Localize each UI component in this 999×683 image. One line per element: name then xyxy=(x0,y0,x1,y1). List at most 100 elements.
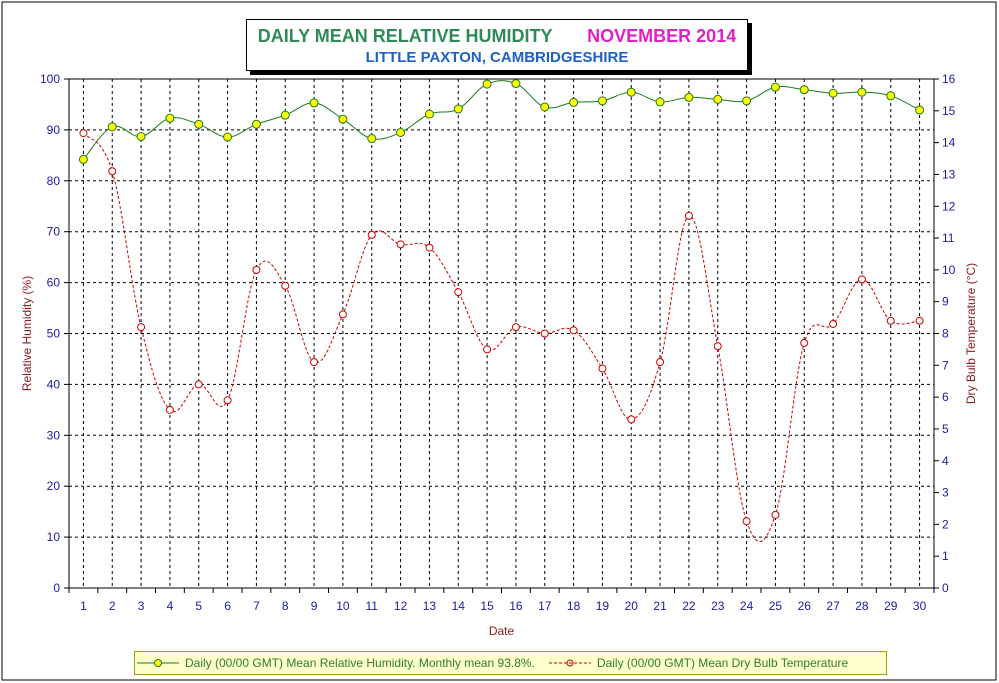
point-humidity xyxy=(684,92,694,102)
point-temperature xyxy=(742,517,751,526)
point-temperature xyxy=(886,316,895,325)
point-humidity xyxy=(770,82,780,92)
chart-title: DAILY MEAN RELATIVE HUMIDITY xyxy=(257,26,553,46)
chart-title-month: NOVEMBER 2014 xyxy=(587,26,737,46)
point-temperature xyxy=(194,380,203,389)
point-temperature xyxy=(310,358,319,367)
x-tick-label: 28 xyxy=(855,599,869,613)
y-left-tick-label: 80 xyxy=(47,174,61,188)
point-humidity xyxy=(482,79,492,89)
point-temperature xyxy=(252,265,261,274)
y-right-tick-label: 10 xyxy=(942,263,956,277)
y-left-tick-label: 100 xyxy=(40,72,60,86)
point-humidity xyxy=(626,87,636,97)
point-temperature xyxy=(165,405,174,414)
legend-entry-humidity: Daily (00/00 GMT) Mean Relative Humidity… xyxy=(135,656,535,670)
point-temperature xyxy=(857,275,866,284)
y-right-tick-label: 8 xyxy=(942,327,949,341)
chart-title-line: DAILY MEAN RELATIVE HUMIDITY NOVEMBER 20… xyxy=(247,25,747,47)
point-humidity xyxy=(915,105,925,115)
point-temperature xyxy=(627,415,636,424)
point-temperature xyxy=(425,243,434,252)
point-humidity xyxy=(569,97,579,107)
legend-label-temperature: Daily (00/00 GMT) Mean Dry Bulb Temperat… xyxy=(596,656,849,670)
point-humidity xyxy=(742,96,752,106)
y-left-tick-label: 60 xyxy=(47,276,61,290)
legend: Daily (00/00 GMT) Mean Relative Humidity… xyxy=(134,651,887,675)
point-humidity xyxy=(453,104,463,114)
point-humidity xyxy=(597,96,607,106)
point-humidity xyxy=(828,88,838,98)
point-humidity xyxy=(857,87,867,97)
point-humidity xyxy=(136,132,146,142)
x-tick-label: 15 xyxy=(480,599,494,613)
x-tick-label: 7 xyxy=(253,599,260,613)
x-tick-label: 14 xyxy=(452,599,466,613)
y-right-tick-label: 16 xyxy=(942,72,956,86)
x-tick-label: 24 xyxy=(740,599,754,613)
point-humidity xyxy=(338,114,348,124)
point-humidity xyxy=(223,132,233,142)
y-right-tick-label: 1 xyxy=(942,549,949,563)
x-tick-label: 30 xyxy=(913,599,927,613)
x-tick-label: 21 xyxy=(653,599,667,613)
y-right-tick-label: 13 xyxy=(942,167,956,181)
point-temperature xyxy=(915,316,924,325)
y-left-tick-label: 30 xyxy=(47,428,61,442)
y-right-tick-label: 15 xyxy=(942,104,956,118)
y-left-tick-label: 90 xyxy=(47,123,61,137)
x-tick-label: 2 xyxy=(109,599,116,613)
point-humidity xyxy=(713,94,723,104)
chart-title-box: DAILY MEAN RELATIVE HUMIDITY NOVEMBER 20… xyxy=(246,19,748,71)
point-temperature xyxy=(79,129,88,138)
legend-label-humidity: Daily (00/00 GMT) Mean Relative Humidity… xyxy=(185,656,535,670)
point-temperature xyxy=(829,319,838,328)
y-right-tick-label: 14 xyxy=(942,136,956,150)
point-humidity xyxy=(799,85,809,95)
y-right-tick-label: 2 xyxy=(942,517,949,531)
point-temperature xyxy=(137,323,146,332)
point-temperature xyxy=(800,339,809,348)
point-humidity xyxy=(309,98,319,108)
point-humidity xyxy=(886,91,896,101)
point-temperature xyxy=(598,364,607,373)
y-right-tick-label: 5 xyxy=(942,422,949,436)
x-tick-label: 29 xyxy=(884,599,898,613)
point-temperature xyxy=(684,211,693,220)
x-tick-label: 23 xyxy=(711,599,725,613)
x-tick-label: 22 xyxy=(682,599,696,613)
y-right-axis-title: Dry Bulb Temperature (°C) xyxy=(964,263,978,404)
y-left-tick-label: 50 xyxy=(47,327,61,341)
point-humidity xyxy=(194,119,204,129)
point-humidity xyxy=(396,127,406,137)
y-left-axis-title: Relative Humidity (%) xyxy=(20,276,34,391)
x-tick-label: 11 xyxy=(366,599,379,613)
y-left-tick-label: 0 xyxy=(53,581,60,595)
y-left-tick-label: 40 xyxy=(47,377,61,391)
x-tick-label: 5 xyxy=(195,599,202,613)
x-tick-label: 20 xyxy=(625,599,639,613)
point-temperature xyxy=(367,230,376,239)
point-temperature xyxy=(540,329,549,338)
x-tick-label: 1 xyxy=(80,599,87,613)
x-tick-label: 10 xyxy=(336,599,350,613)
y-right-tick-label: 0 xyxy=(942,581,949,595)
point-humidity xyxy=(540,102,550,112)
point-temperature xyxy=(454,288,463,297)
chart-subtitle: LITTLE PAXTON, CAMBRIDGESHIRE xyxy=(365,49,629,66)
y-right-tick-label: 4 xyxy=(942,454,949,468)
y-right-tick-label: 9 xyxy=(942,295,949,309)
point-humidity xyxy=(367,134,377,144)
x-tick-label: 6 xyxy=(224,599,231,613)
point-humidity xyxy=(280,110,290,120)
point-humidity xyxy=(251,119,261,129)
y-right-tick-label: 11 xyxy=(942,231,955,245)
point-temperature xyxy=(338,310,347,319)
x-tick-label: 9 xyxy=(311,599,318,613)
point-temperature xyxy=(511,323,520,332)
legend-entry-temperature: Daily (00/00 GMT) Mean Dry Bulb Temperat… xyxy=(547,656,848,670)
x-tick-label: 8 xyxy=(282,599,289,613)
point-humidity xyxy=(424,109,434,119)
